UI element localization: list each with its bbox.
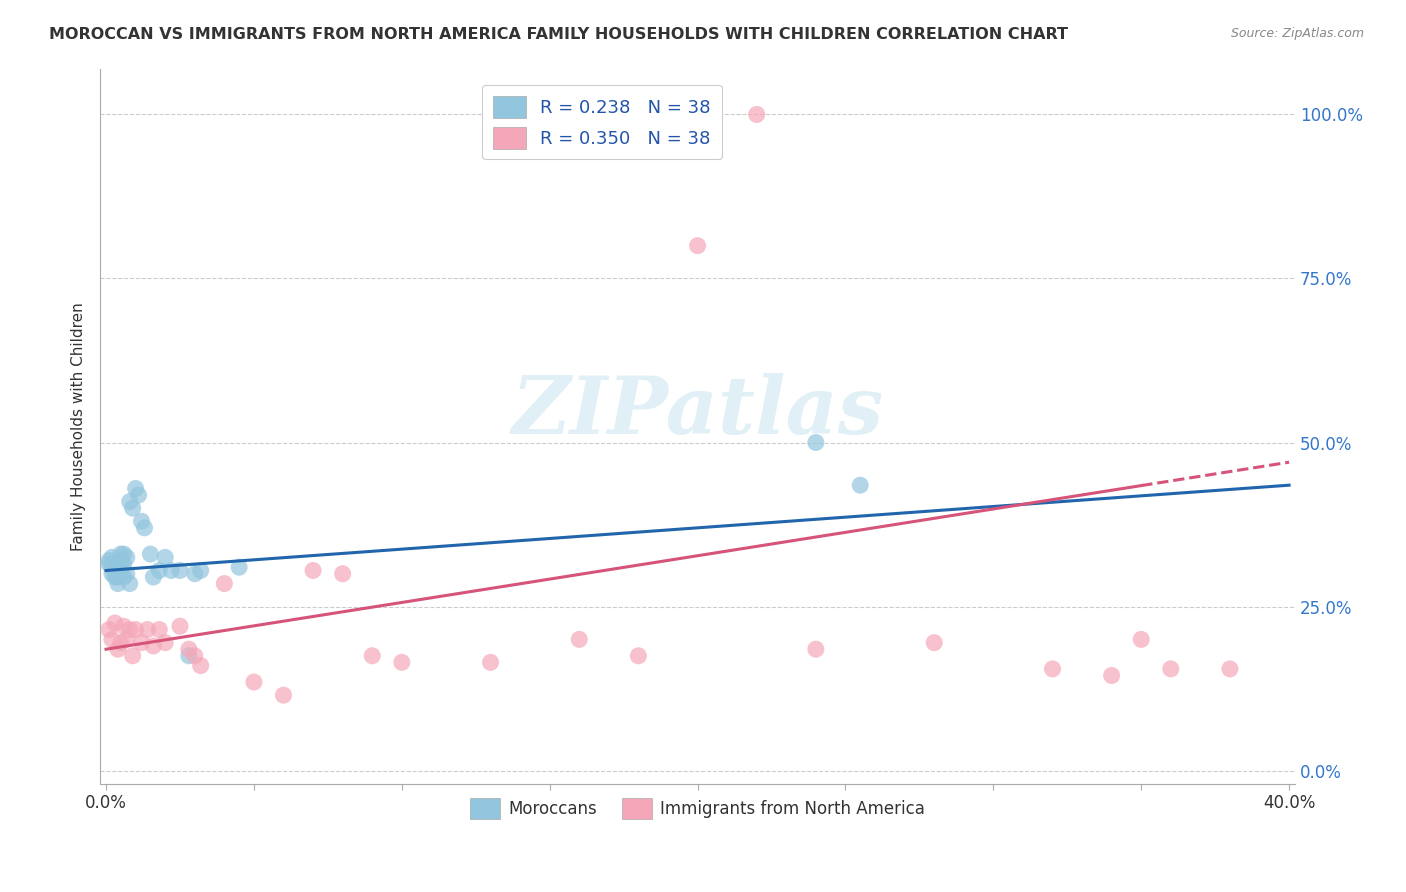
Point [98,623,121,637]
Point [110,635,132,649]
Point [1130,632,1153,647]
Point [104,615,127,630]
Point [169,619,191,633]
Point [98,557,121,571]
Point [849,478,872,492]
Point [112,547,135,561]
Point [1160,662,1182,676]
Point [131,635,153,649]
Point [686,238,709,252]
Point [104,570,127,584]
Point [121,648,143,663]
Point [190,658,212,673]
Point [128,488,150,502]
Point [104,566,127,581]
Point [332,566,354,581]
Point [112,619,135,633]
Point [107,570,129,584]
Point [124,623,146,637]
Point [922,635,945,649]
Point [115,632,138,647]
Point [136,623,159,637]
Point [112,570,135,584]
Point [804,435,827,450]
Point [184,566,207,581]
Point [118,623,141,637]
Point [627,648,650,663]
Point [115,566,138,581]
Point [190,564,212,578]
Point [121,501,143,516]
Point [745,107,768,121]
Point [214,576,236,591]
Point [115,550,138,565]
Point [110,566,132,581]
Point [361,648,384,663]
Point [124,482,146,496]
Point [110,547,132,561]
Point [134,521,156,535]
Point [118,494,141,508]
Point [142,639,165,653]
Point [243,675,266,690]
Point [273,688,295,702]
Point [118,576,141,591]
Point [142,570,165,584]
Point [107,576,129,591]
Point [98,554,121,568]
Point [153,635,176,649]
Point [568,632,591,647]
Point [101,550,124,565]
Point [804,642,827,657]
Text: ZIPatlas: ZIPatlas [512,373,883,450]
Point [101,566,124,581]
Point [1042,662,1064,676]
Point [148,564,170,578]
Point [101,560,124,574]
Point [101,632,124,647]
Point [160,564,183,578]
Legend: Moroccans, Immigrants from North America: Moroccans, Immigrants from North America [463,792,932,825]
Point [139,547,162,561]
Point [169,564,191,578]
Point [177,648,200,663]
Point [112,557,135,571]
Y-axis label: Family Households with Children: Family Households with Children [72,301,86,550]
Point [153,550,176,565]
Point [107,642,129,657]
Point [184,648,207,663]
Point [177,642,200,657]
Text: MOROCCAN VS IMMIGRANTS FROM NORTH AMERICA FAMILY HOUSEHOLDS WITH CHILDREN CORREL: MOROCCAN VS IMMIGRANTS FROM NORTH AMERIC… [49,27,1069,42]
Point [302,564,325,578]
Point [110,554,132,568]
Point [1101,668,1123,682]
Point [391,656,413,670]
Point [1219,662,1241,676]
Point [104,557,127,571]
Text: Source: ZipAtlas.com: Source: ZipAtlas.com [1230,27,1364,40]
Point [131,514,153,528]
Point [479,656,502,670]
Point [148,623,170,637]
Point [228,560,250,574]
Point [107,560,129,574]
